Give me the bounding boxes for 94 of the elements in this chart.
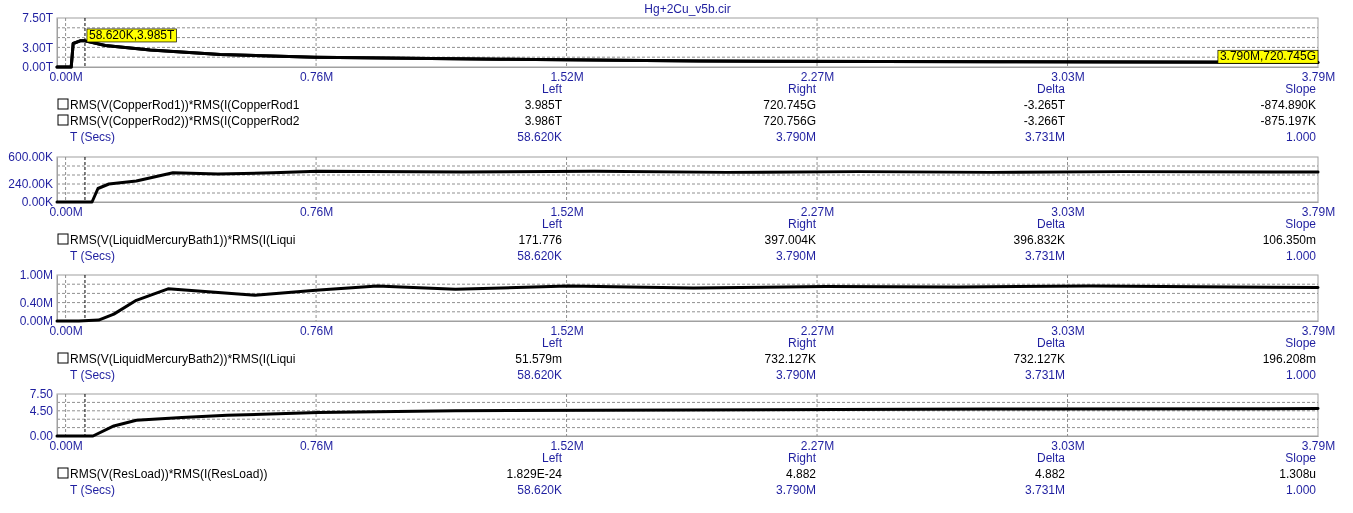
text: 58.620K: [517, 368, 562, 382]
text: Delta: [1036, 82, 1066, 96]
x-tick-label: 2.27M: [800, 323, 835, 338]
x-tick-label: 3.79M: [1301, 204, 1336, 219]
text: -874.890K: [1260, 98, 1316, 112]
chart-title: Hg+2Cu_v5b.cir: [644, 2, 731, 16]
legend-label: RMS(V(LiquidMercuryBath1))*RMS(I(Liqui: [70, 233, 296, 247]
text: T (Secs): [70, 483, 116, 497]
text: 397.004K: [764, 233, 816, 247]
text: 3.986T: [524, 114, 563, 128]
legend-label: RMS(V(CopperRod2))*RMS(I(CopperRod2: [70, 114, 300, 128]
x-tick-label: 3.79M: [1301, 69, 1336, 84]
annotation: 58.620K,3.985T: [88, 27, 176, 42]
text: 196.208m: [1262, 352, 1316, 366]
text: 58.620K: [517, 483, 562, 497]
x-tick-label: 3.79M: [1301, 438, 1336, 453]
text: Left: [541, 336, 563, 350]
x-tick-label: 0.00M: [49, 69, 83, 84]
x-tick-label: 3.79M: [1301, 323, 1336, 338]
text: 3.790M: [775, 483, 816, 497]
text: 3.731M: [1024, 483, 1065, 497]
text: Slope: [1285, 217, 1317, 231]
y-tick-label: 240.00K: [8, 177, 53, 192]
text: 3.985T: [524, 98, 563, 112]
legend-label: RMS(V(CopperRod1))*RMS(I(CopperRod1: [70, 98, 300, 112]
text: 58.620K: [517, 249, 562, 263]
text: Left: [541, 217, 563, 231]
y-tick-label: 7.50: [29, 387, 54, 402]
text: 4.882: [785, 467, 817, 481]
text: Slope: [1285, 451, 1317, 465]
x-tick-label: 1.52M: [550, 204, 584, 219]
text: 171.776: [518, 233, 563, 247]
x-tick-label: 0.76M: [299, 69, 334, 84]
text: 1.000: [1285, 368, 1317, 382]
text: Delta: [1036, 217, 1066, 231]
y-tick-label: 0.40M: [19, 295, 53, 310]
text: 3.731M: [1024, 249, 1065, 263]
text: T (Secs): [70, 130, 116, 144]
text: 58.620K: [517, 130, 562, 144]
x-tick-label: 0.76M: [299, 323, 334, 338]
text: Right: [787, 82, 817, 96]
x-tick-label: 1.52M: [550, 438, 584, 453]
y-tick-label: 3.00T: [22, 40, 54, 55]
x-tick-label: 3.03M: [1051, 69, 1085, 84]
text: Slope: [1285, 82, 1317, 96]
x-tick-label: 2.27M: [800, 438, 835, 453]
y-tick-label: 4.50: [29, 404, 54, 419]
y-tick-label: 7.50T: [22, 11, 54, 26]
y-tick-label: 1.00M: [19, 268, 53, 283]
text: Delta: [1036, 451, 1066, 465]
x-tick-label: 0.00M: [49, 323, 83, 338]
legend-label: RMS(V(ResLoad))*RMS(I(ResLoad)): [70, 467, 268, 481]
text: Left: [541, 82, 563, 96]
text: T (Secs): [70, 368, 116, 382]
y-tick-label: 600.00K: [8, 150, 53, 165]
text: 1.829E-24: [506, 467, 563, 481]
text: 3.790M: [775, 130, 816, 144]
text: Right: [787, 451, 817, 465]
text: Right: [787, 336, 817, 350]
x-tick-label: 2.27M: [800, 204, 835, 219]
x-tick-label: 2.27M: [800, 69, 835, 84]
text: 396.832K: [1013, 233, 1065, 247]
text: T (Secs): [70, 249, 116, 263]
text: 732.127K: [764, 352, 816, 366]
annotation: 3.790M,720.745G: [1219, 49, 1316, 64]
text: 732.127K: [1013, 352, 1065, 366]
text: -875.197K: [1260, 114, 1316, 128]
x-tick-label: 3.03M: [1051, 204, 1085, 219]
x-tick-label: 3.03M: [1051, 323, 1085, 338]
text: Delta: [1036, 336, 1066, 350]
x-tick-label: 3.03M: [1051, 438, 1085, 453]
text: Left: [541, 451, 563, 465]
text: 3.731M: [1024, 130, 1065, 144]
text: 1.000: [1285, 130, 1317, 144]
text: 3.731M: [1024, 368, 1065, 382]
text: 1.000: [1285, 483, 1317, 497]
x-tick-label: 1.52M: [550, 69, 584, 84]
text: 720.745G: [763, 98, 816, 112]
x-tick-label: 0.76M: [299, 204, 334, 219]
text: 720.756G: [763, 114, 816, 128]
text: 4.882: [1034, 467, 1066, 481]
text: Right: [787, 217, 817, 231]
text: Slope: [1285, 336, 1317, 350]
text: 51.579m: [515, 352, 562, 366]
text: 1.308u: [1279, 467, 1316, 481]
text: 1.000: [1285, 249, 1317, 263]
x-tick-label: 1.52M: [550, 323, 584, 338]
x-tick-label: 0.76M: [299, 438, 334, 453]
text: -3.265T: [1023, 98, 1066, 112]
legend-label: RMS(V(LiquidMercuryBath2))*RMS(I(Liqui: [70, 352, 296, 366]
text: -3.266T: [1023, 114, 1066, 128]
text: 3.790M: [775, 249, 816, 263]
text: 106.350m: [1262, 233, 1316, 247]
text: 3.790M: [775, 368, 816, 382]
